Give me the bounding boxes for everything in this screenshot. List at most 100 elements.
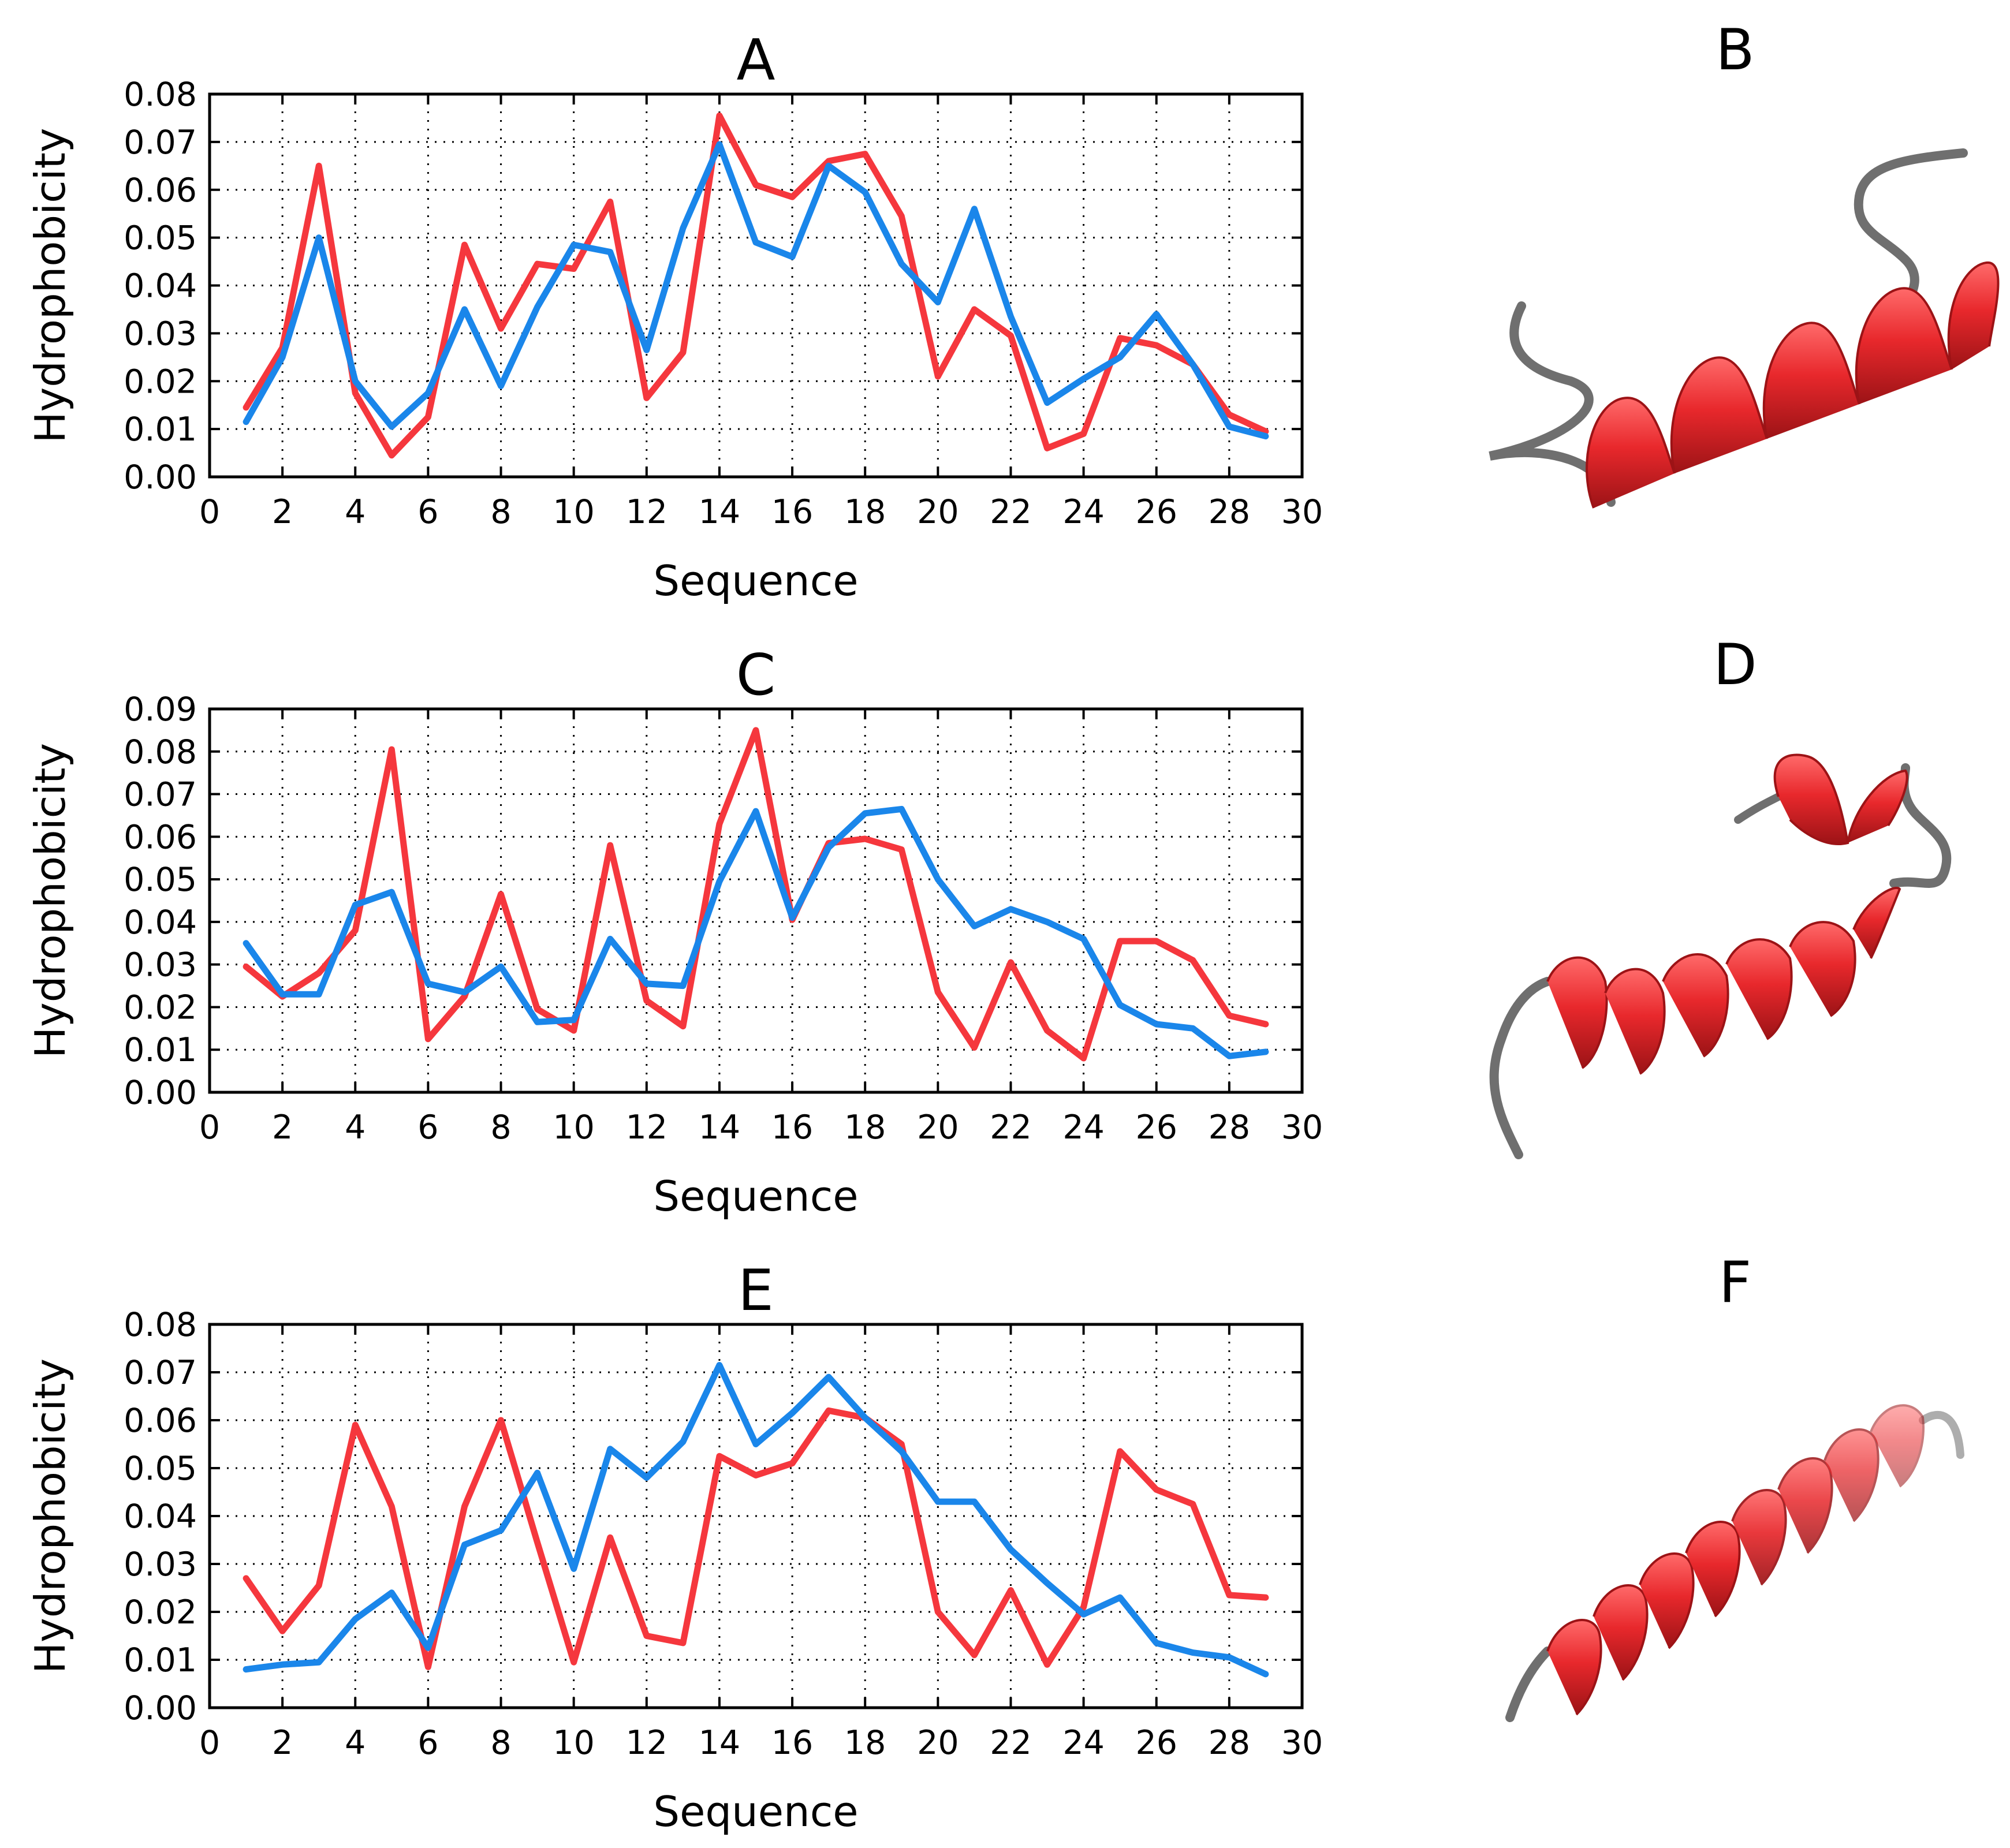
chart-0: 0 2 4 6 8 10 12 14 16 18 20 22 24 26 28 300.000.010.020…: [26, 28, 1323, 605]
coil-d-n-terminus: [1489, 977, 1552, 1159]
axes-frame: [208, 707, 1304, 1094]
x-tick-label: 2: [272, 493, 293, 531]
x-tick-label: 8: [490, 1108, 511, 1147]
x-tick-label: 12: [626, 1108, 668, 1147]
x-tick-label: 30: [1281, 1724, 1323, 1762]
x-tick-label: 22: [990, 1724, 1032, 1762]
x-tick-label: 26: [1135, 493, 1177, 531]
y-tick-label: 0.07: [124, 1354, 197, 1392]
helix-d-upper: [1773, 753, 1908, 845]
x-tick-label: 16: [771, 493, 814, 531]
x-tick-label: 24: [1062, 493, 1105, 531]
x-tick-label: 4: [345, 1724, 366, 1762]
y-tick-label: 0.08: [124, 1306, 197, 1344]
y-tick-label: 0.04: [124, 1498, 197, 1536]
x-tick-label: 16: [771, 1108, 814, 1147]
x-tick-label: 22: [990, 1108, 1032, 1147]
y-tick-label: 0.03: [124, 1545, 197, 1584]
x-tick-label: 4: [345, 493, 366, 531]
y-axis-label: Hydrophobicity: [26, 128, 74, 443]
y-tick-label: 0.01: [124, 1031, 197, 1069]
structure-panel-b: B: [1489, 17, 2000, 509]
y-tick-label: 0.07: [124, 776, 197, 814]
y-tick-label: 0.00: [124, 1689, 197, 1727]
y-tick-label: 0.05: [124, 219, 197, 257]
series-line-blue: [243, 805, 1269, 1059]
series-line-blue: [243, 141, 1269, 440]
structure-panel-f: F: [1505, 1250, 1964, 1722]
x-tick-label: 24: [1062, 1724, 1105, 1762]
panel-d-label: D: [1713, 632, 1757, 698]
series-line-red: [243, 112, 1269, 459]
series-line-red: [243, 1407, 1269, 1670]
y-tick-label: 0.06: [124, 818, 197, 856]
series-line-red: [243, 727, 1269, 1062]
y-tick-label: 0.03: [124, 315, 197, 353]
x-tick-label: 10: [553, 1724, 595, 1762]
y-tick-label: 0.01: [124, 1641, 197, 1679]
chart-title: A: [736, 28, 775, 94]
coil-f-n-terminus: [1505, 1647, 1552, 1722]
x-tick-label: 14: [699, 1108, 741, 1147]
y-tick-label: 0.08: [124, 76, 197, 114]
y-tick-label: 0.06: [124, 1402, 197, 1440]
x-tick-label: 14: [699, 493, 741, 531]
coil-d-c-terminus: [1734, 793, 1782, 824]
x-tick-label: 24: [1062, 1108, 1105, 1147]
helix-d-lower: [1546, 887, 1901, 1075]
y-tick-label: 0.02: [124, 1593, 197, 1632]
x-axis-label: Sequence: [653, 557, 858, 605]
x-tick-label: 28: [1209, 1108, 1251, 1147]
chart-title: C: [736, 643, 775, 708]
y-axis-label: Hydrophobicity: [26, 743, 74, 1058]
coil-b-n-terminus: [1489, 301, 1616, 507]
x-tick-label: 30: [1281, 493, 1323, 531]
x-tick-label: 0: [199, 1724, 220, 1762]
y-tick-label: 0.08: [124, 733, 197, 771]
chart-1: 0 2 4 6 8 10 12 14 16 18 20 22 24 26 28 300.000.010.020…: [26, 643, 1323, 1220]
x-tick-label: 18: [844, 493, 886, 531]
helix-f: [1546, 1404, 1925, 1716]
x-tick-label: 16: [771, 1724, 814, 1762]
chart-2: 0 2 4 6 8 10 12 14 16 18 20 22 24 26 28 300.000.010.020…: [26, 1258, 1323, 1836]
x-tick-label: 6: [417, 1108, 438, 1147]
y-axis-label: Hydrophobicity: [26, 1358, 74, 1674]
x-tick-label: 12: [626, 1724, 668, 1762]
x-tick-label: 2: [272, 1108, 293, 1147]
x-axis-label: Sequence: [653, 1787, 858, 1836]
x-tick-label: 0: [199, 1108, 220, 1147]
x-tick-label: 8: [490, 493, 511, 531]
chart-title: E: [738, 1258, 774, 1324]
panel-f-label: F: [1719, 1250, 1751, 1316]
helix-b: [1586, 261, 2000, 509]
x-tick-label: 26: [1135, 1108, 1177, 1147]
x-tick-label: 26: [1135, 1724, 1177, 1762]
panel-b-label: B: [1716, 17, 1754, 83]
y-tick-label: 0.06: [124, 171, 197, 210]
x-tick-label: 2: [272, 1724, 293, 1762]
x-tick-label: 28: [1209, 493, 1251, 531]
coil-f-c-terminus: [1919, 1411, 1964, 1459]
y-tick-label: 0.04: [124, 904, 197, 942]
x-tick-label: 6: [417, 493, 438, 531]
x-tick-label: 4: [345, 1108, 366, 1147]
coil-b-c-terminus: [1854, 148, 1968, 311]
y-tick-label: 0.03: [124, 946, 197, 984]
x-tick-label: 30: [1281, 1108, 1323, 1147]
x-tick-label: 0: [199, 493, 220, 531]
charts-area: 0 2 4 6 8 10 12 14 16 18 20 22 24 26 28 300.000.010.020…: [26, 28, 1323, 1836]
x-tick-label: 14: [699, 1724, 741, 1762]
y-tick-label: 0.00: [124, 1074, 197, 1112]
y-tick-label: 0.01: [124, 410, 197, 449]
x-tick-label: 22: [990, 493, 1032, 531]
x-tick-label: 10: [553, 493, 595, 531]
x-tick-label: 18: [844, 1108, 886, 1147]
x-tick-label: 8: [490, 1724, 511, 1762]
x-tick-label: 20: [917, 493, 959, 531]
series-line-blue: [243, 1362, 1269, 1678]
x-tick-label: 12: [626, 493, 668, 531]
x-tick-label: 20: [917, 1724, 959, 1762]
x-axis-label: Sequence: [653, 1172, 858, 1220]
x-tick-label: 18: [844, 1724, 886, 1762]
